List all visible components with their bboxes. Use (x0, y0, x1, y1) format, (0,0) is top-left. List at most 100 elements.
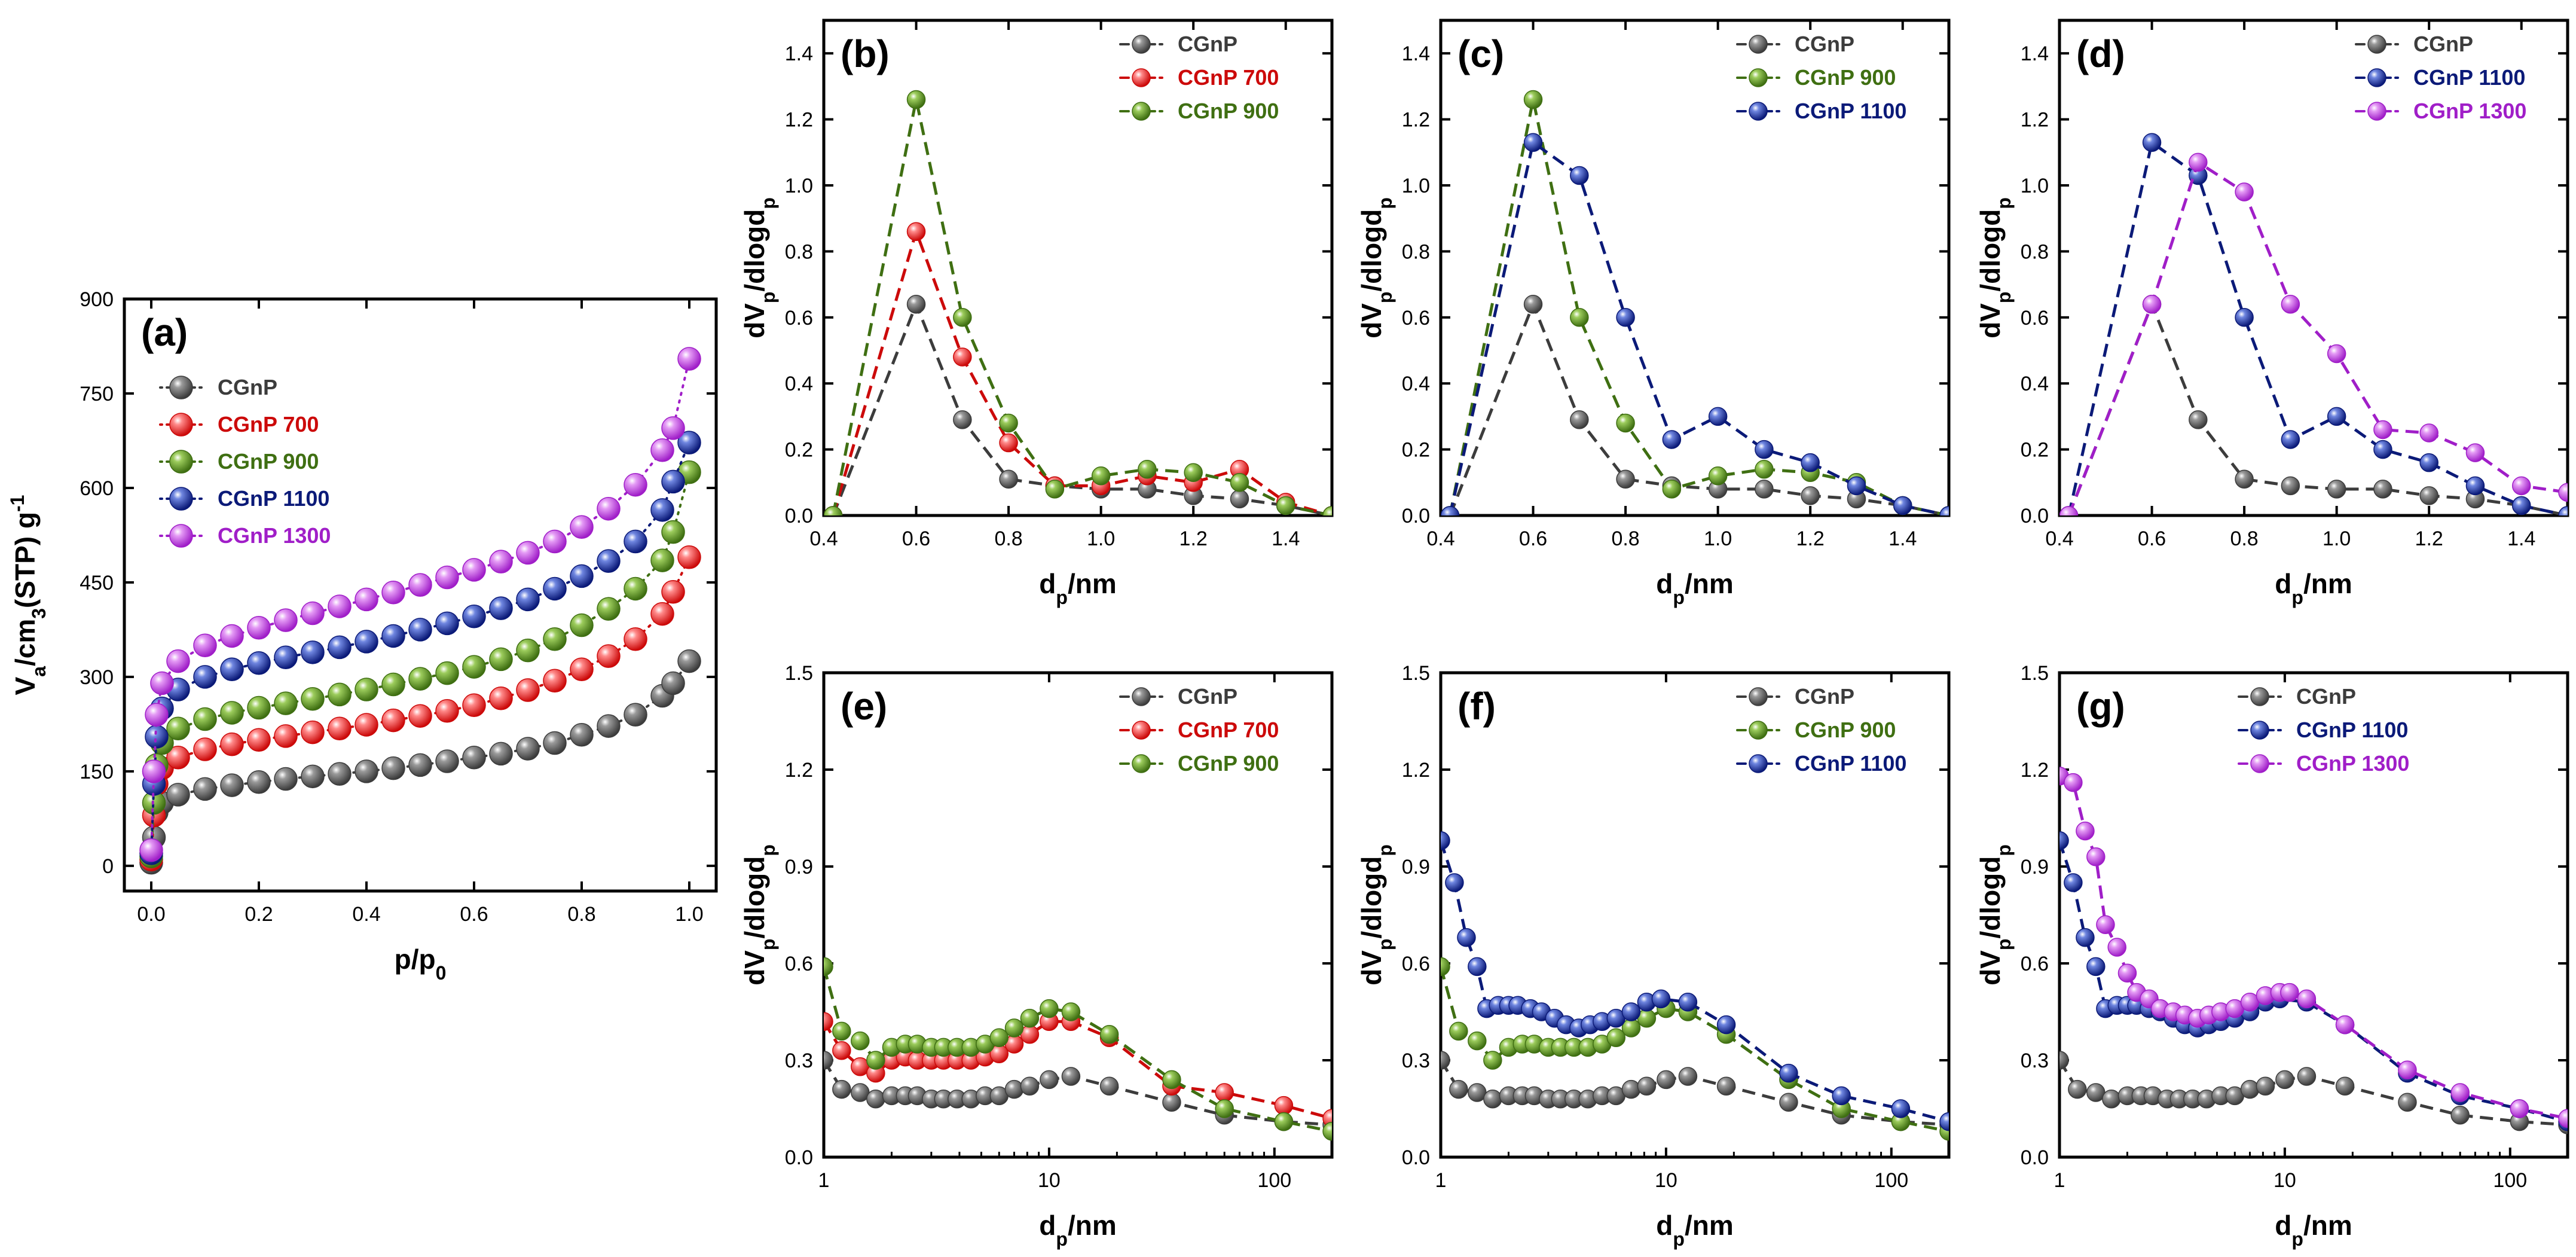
data-point-cgnp-1100 (1847, 476, 1866, 496)
data-point-cgnp-1300 (2511, 476, 2531, 496)
data-point-cgnp-1100 (1616, 308, 1635, 327)
y-tick-label: 0.6 (2021, 953, 2049, 975)
data-point-cgnp-1100 (328, 635, 352, 660)
legend-label: CGnP 1300 (2413, 99, 2526, 123)
x-tick-label: 1.4 (2507, 527, 2535, 550)
series-line-cgnp-1100 (1449, 140, 1949, 515)
data-point-cgnp-900 (597, 597, 621, 621)
x-tick-label: 1 (2054, 1169, 2065, 1192)
data-point-cgnp-900 (824, 957, 833, 977)
data-point-cgnp-1100 (355, 630, 378, 654)
panel-a: 0.0 0.2 0.4 0.6 0.8 1.0 0 150 300 450 600 750 900 p/p… (7, 288, 718, 984)
data-point-cgnp-900 (866, 1051, 885, 1070)
data-point-cgnp-1300 (2558, 1109, 2568, 1128)
data-point-cgnp (543, 731, 567, 755)
data-point-cgnp-700 (328, 716, 352, 741)
legend-marker (169, 376, 193, 399)
data-point-cgnp-1300 (355, 587, 378, 612)
data-point-cgnp-900 (1045, 480, 1065, 499)
x-tick-label: 0.8 (2230, 527, 2258, 550)
data-point-cgnp-900 (570, 613, 594, 637)
data-point-cgnp (1657, 1070, 1676, 1090)
data-point-cgnp-1100 (1893, 496, 1912, 515)
data-point-cgnp (193, 777, 217, 801)
x-tick-label: 0.2 (245, 903, 273, 926)
data-point-cgnp-1100 (435, 611, 459, 636)
data-point-cgnp (220, 773, 244, 797)
data-point-cgnp-900 (301, 687, 325, 711)
panel-b: 0.4 0.6 0.8 1.0 1.2 1.4 0.0 0.2 0.4 0.6 0.8 1.0 1.2 1… (739, 19, 1334, 608)
y-tick-label: 1.2 (1402, 759, 1430, 782)
plot-frame-b (822, 19, 1334, 517)
data-point-cgnp (381, 756, 405, 780)
data-point-cgnp-900 (381, 672, 405, 697)
data-point-cgnp-900 (543, 627, 567, 651)
legend-label: CGnP 1100 (2413, 65, 2525, 90)
data-point-cgnp-1100 (1801, 453, 1820, 472)
plot-area-a (139, 347, 701, 875)
data-point-cgnp (1004, 1079, 1024, 1099)
data-point-cgnp-1300 (408, 573, 432, 597)
data-point-cgnp-900 (1091, 466, 1111, 486)
x-tick-label: 0.4 (352, 903, 380, 926)
data-point-cgnp-900 (851, 1031, 870, 1051)
plot-area-c (1441, 90, 1949, 515)
data-point-cgnp-1100 (274, 645, 298, 670)
y-tick-label: 0.9 (785, 856, 813, 878)
data-point-cgnp-1100 (2059, 831, 2069, 850)
data-point-cgnp-1300 (2297, 989, 2317, 1009)
data-point-cgnp-700 (462, 693, 486, 718)
data-point-cgnp-1300 (435, 565, 459, 590)
data-point-cgnp-900 (1099, 1025, 1119, 1044)
data-point-cgnp-1300 (193, 633, 217, 658)
y-tick-label: 0.2 (785, 439, 813, 462)
panel-letter: (d) (2076, 32, 2125, 75)
series-line-cgnp-900 (1449, 99, 1949, 515)
data-point-cgnp-700 (1215, 1083, 1234, 1102)
data-point-cgnp-1100 (650, 498, 674, 522)
x-tick-label: 1.0 (1087, 527, 1115, 550)
legend-marker (2367, 35, 2386, 54)
legend-marker (1749, 68, 1768, 87)
data-point-cgnp-1300 (247, 616, 271, 640)
x-tick-label: 10 (1038, 1169, 1061, 1192)
data-point-cgnp-900 (1004, 1018, 1024, 1038)
series-line-cgnp-900 (1441, 966, 1949, 1133)
data-point-cgnp (2059, 1051, 2069, 1070)
data-point-cgnp (489, 742, 513, 766)
data-point-cgnp (1801, 486, 1820, 505)
data-point-cgnp-700 (381, 708, 405, 733)
legend-label: CGnP 900 (1795, 718, 1896, 742)
y-tick-label: 0.4 (2021, 373, 2049, 395)
legend-marker (1132, 68, 1151, 87)
x-tick-label: 10 (2274, 1169, 2296, 1192)
data-point-cgnp-1100 (1662, 430, 1682, 449)
legend-label: CGnP 1300 (2296, 751, 2409, 776)
data-point-cgnp-900 (624, 576, 647, 601)
x-axis-label: p/p0 (395, 944, 447, 984)
data-point-cgnp (355, 759, 378, 783)
legend-c: CGnP CGnP 900 CGnP 1100 (1736, 32, 1906, 123)
y-tick-label: 0.0 (1402, 505, 1430, 527)
data-point-cgnp-900 (1708, 466, 1728, 486)
series-line-cgnp-1100 (2067, 140, 2568, 515)
data-point-cgnp-1300 (2373, 420, 2392, 440)
data-point-cgnp-900 (832, 1021, 851, 1041)
y-tick-label: 0.8 (1402, 240, 1430, 263)
data-point-cgnp (1483, 1090, 1502, 1109)
x-tick-label: 1.2 (2415, 527, 2443, 550)
data-point-cgnp (1616, 469, 1635, 489)
data-point-cgnp-900 (1138, 459, 1157, 479)
legend-marker (1749, 102, 1768, 121)
data-point-cgnp-1300 (2107, 938, 2126, 957)
data-point-cgnp-1300 (2064, 773, 2083, 792)
legend-b: CGnP CGnP 700 CGnP 900 (1119, 32, 1279, 123)
data-point-cgnp-1300 (624, 472, 647, 497)
data-point-cgnp (1162, 1093, 1181, 1112)
plot-area-b (824, 90, 1332, 515)
legend-label: CGnP 1100 (1795, 751, 1906, 776)
y-tick-label: 600 (80, 477, 114, 500)
data-point-cgnp-1100 (1457, 928, 1476, 947)
legend-label: CGnP 900 (218, 449, 319, 474)
legend-label: CGnP (2413, 32, 2473, 56)
